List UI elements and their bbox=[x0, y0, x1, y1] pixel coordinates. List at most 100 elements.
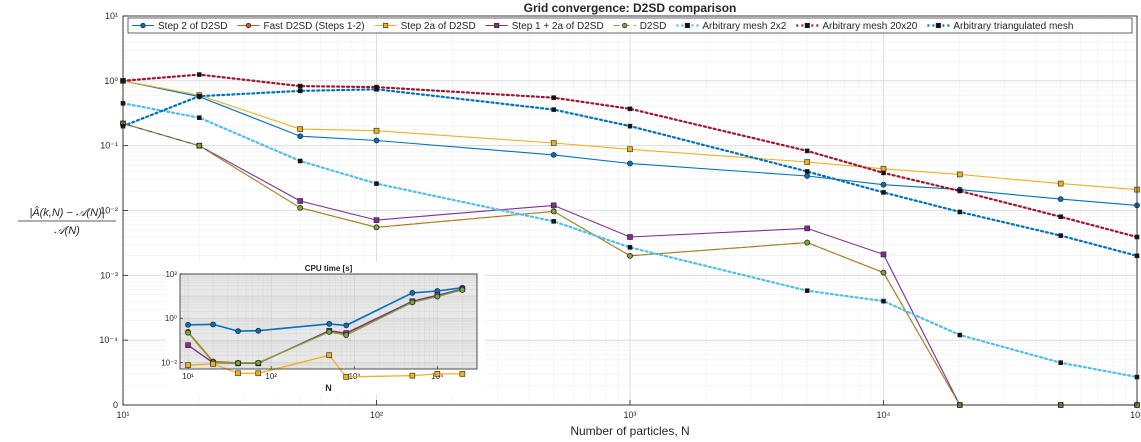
inset-series-1-point bbox=[326, 321, 333, 327]
inset-plot-frame bbox=[179, 273, 478, 370]
inset-series-5-point bbox=[235, 370, 241, 377]
series-6-point bbox=[1058, 360, 1063, 365]
inset-series-5-point bbox=[343, 374, 349, 380]
series-5-point bbox=[373, 224, 380, 231]
series-5-point bbox=[297, 204, 304, 211]
series-8-point bbox=[627, 123, 633, 129]
inset-series-4-point bbox=[235, 360, 241, 367]
legend-label-3: Step 2a of D2SD bbox=[401, 21, 476, 32]
legend-label-7: Arbitrary mesh 20x20 bbox=[822, 21, 917, 32]
inset-series-5-point bbox=[210, 361, 216, 367]
inset-series-5-point bbox=[255, 370, 262, 377]
series-7-point bbox=[297, 83, 303, 89]
inset-series-1-point bbox=[343, 322, 350, 329]
inset-series-1-point bbox=[185, 321, 191, 328]
main-tick-labels: 10¹ 10² 10³ 10⁴ 10⁵ 0 10⁻⁴ 10⁻³ 10⁻² 10⁻¹ 10⁰ 10¹ bbox=[99, 11, 1141, 420]
legend-marker-4 bbox=[494, 22, 500, 29]
series-line-6 bbox=[121, 102, 1139, 379]
x-tick-label: 10¹ bbox=[116, 410, 129, 420]
y-axis-title-numerator: |Â(k,N) − 𝒜(N)| bbox=[29, 206, 104, 219]
series-7-point bbox=[197, 72, 202, 77]
x-tick-label: 10³ bbox=[623, 410, 636, 420]
inset-series-4-point bbox=[255, 359, 262, 366]
legend-marker-2 bbox=[245, 22, 252, 29]
series-7-point bbox=[804, 148, 810, 154]
legend-box bbox=[127, 17, 1133, 34]
series-8-point bbox=[804, 169, 810, 174]
series-8-point bbox=[374, 87, 379, 92]
series-6-point bbox=[197, 115, 202, 120]
inset-series-5-point bbox=[185, 362, 191, 368]
inset-x-tick-label: 10² bbox=[265, 372, 277, 381]
series-8-point bbox=[957, 209, 963, 215]
series-6-point bbox=[627, 245, 633, 250]
series-5-point bbox=[196, 142, 203, 149]
legend-label-4: Step 1 + 2a of D2SD bbox=[512, 21, 604, 32]
legend-marker-8 bbox=[935, 22, 941, 29]
series-6-point bbox=[374, 181, 379, 186]
series-4-point bbox=[627, 234, 633, 240]
legend-label-6: Arbitrary mesh 2x2 bbox=[702, 21, 786, 32]
inset-y-tick-label: 10² bbox=[165, 270, 177, 279]
series-8-point bbox=[197, 93, 202, 99]
inset-series-4-point bbox=[326, 329, 333, 335]
inset-series-1-point bbox=[235, 328, 241, 334]
main-plot-frame bbox=[122, 15, 1138, 406]
series-4-point bbox=[550, 202, 557, 209]
inset-series-5-point bbox=[434, 371, 441, 377]
inset-series-5-point bbox=[409, 372, 416, 379]
inset-series-4-point bbox=[409, 299, 416, 306]
series-1-point bbox=[880, 181, 887, 188]
legend-label-2: Fast D2SD (Steps 1-2) bbox=[263, 21, 364, 32]
series-5-point bbox=[880, 269, 887, 276]
series-6-point bbox=[551, 219, 556, 224]
series-8-point bbox=[881, 190, 886, 195]
series-3-point bbox=[550, 140, 557, 146]
series-3-point bbox=[627, 146, 633, 153]
series-8-point bbox=[297, 88, 303, 94]
y-tick-label: 10⁻¹ bbox=[100, 141, 118, 151]
series-3-point bbox=[1057, 180, 1064, 187]
legend-marker-5 bbox=[622, 22, 628, 29]
series-4-point bbox=[373, 217, 380, 223]
series-7-point bbox=[551, 95, 556, 100]
inset-series-1-point bbox=[210, 321, 216, 328]
series-3-point bbox=[297, 126, 303, 132]
series-7-point bbox=[1058, 214, 1063, 220]
series-3-point bbox=[880, 165, 887, 172]
legend-marker-6 bbox=[684, 22, 690, 29]
inset-y-tick-label: 10⁰ bbox=[165, 314, 177, 323]
series-5-point bbox=[804, 239, 811, 246]
series-1-point bbox=[550, 152, 557, 158]
inset-series-4-point bbox=[434, 293, 441, 300]
series-1-point bbox=[297, 133, 304, 140]
series-6-point bbox=[297, 158, 303, 164]
inset-series-group bbox=[185, 284, 466, 380]
inset-series-4-point bbox=[185, 329, 191, 336]
y-tick-label: 10⁻² bbox=[100, 206, 118, 216]
legend-marker-7 bbox=[804, 22, 810, 29]
series-7-point bbox=[957, 188, 963, 194]
y-tick-label: 10⁰ bbox=[104, 76, 118, 86]
y-tick-label: 10⁻³ bbox=[100, 270, 118, 280]
y-axis-title: |Â(k,N) − 𝒜(N)| 𝒜(N) bbox=[18, 206, 116, 237]
series-7-point bbox=[881, 170, 886, 176]
series-1-point bbox=[627, 160, 633, 167]
series-1-point bbox=[373, 137, 380, 144]
inset-x-tick-label: 10¹ bbox=[182, 372, 194, 381]
legend-label-5: D2SD bbox=[640, 21, 667, 32]
x-axis-title: Number of particles, N bbox=[570, 424, 689, 438]
legend-label-8: Arbitrary triangulated mesh bbox=[953, 21, 1073, 32]
inset-series-5-point bbox=[459, 371, 466, 377]
inset-series-1-point bbox=[409, 290, 416, 296]
inset-series-3-point bbox=[185, 342, 191, 348]
series-6-point bbox=[957, 332, 963, 338]
series-4-point bbox=[880, 251, 887, 258]
y-tick-label: 10⁻⁴ bbox=[99, 335, 118, 345]
series-4-point bbox=[297, 198, 303, 204]
series-1-point bbox=[804, 173, 811, 179]
series-5-point bbox=[627, 252, 633, 259]
inset-title: CPU time [s] bbox=[305, 264, 353, 273]
y-tick-label: 0 bbox=[113, 400, 118, 410]
